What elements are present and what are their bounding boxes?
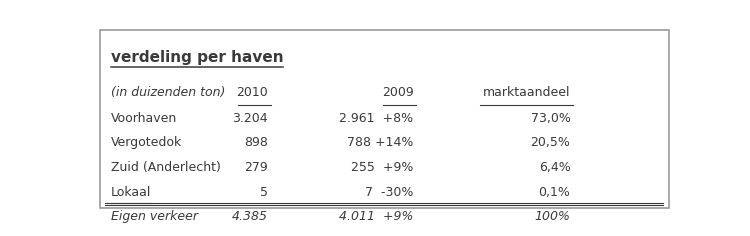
Text: 2.961  +8%: 2.961 +8%	[339, 112, 413, 125]
Text: 788 +14%: 788 +14%	[347, 136, 413, 149]
Text: 255  +9%: 255 +9%	[351, 161, 413, 174]
Text: marktaandeel: marktaandeel	[483, 86, 570, 99]
Text: (in duizenden ton): (in duizenden ton)	[111, 86, 226, 99]
Text: 100%: 100%	[535, 210, 570, 223]
Text: 3.204: 3.204	[232, 112, 268, 125]
FancyBboxPatch shape	[100, 30, 669, 208]
Text: Eigen verkeer: Eigen verkeer	[111, 210, 198, 223]
Text: 4.385: 4.385	[232, 210, 268, 223]
Text: Lokaal: Lokaal	[111, 185, 152, 198]
Text: verdeling per haven: verdeling per haven	[111, 50, 284, 65]
Text: 2010: 2010	[236, 86, 268, 99]
Text: Vergotedok: Vergotedok	[111, 136, 182, 149]
Text: 0,1%: 0,1%	[538, 185, 570, 198]
Text: Zuid (Anderlecht): Zuid (Anderlecht)	[111, 161, 221, 174]
Text: 5: 5	[260, 185, 268, 198]
Text: 6,4%: 6,4%	[538, 161, 570, 174]
Text: 73,0%: 73,0%	[530, 112, 570, 125]
Text: Voorhaven: Voorhaven	[111, 112, 178, 125]
Text: 898: 898	[244, 136, 268, 149]
Text: 4.011  +9%: 4.011 +9%	[339, 210, 413, 223]
Text: 279: 279	[244, 161, 268, 174]
Text: 20,5%: 20,5%	[530, 136, 570, 149]
Text: 7  -30%: 7 -30%	[365, 185, 413, 198]
Text: 2009: 2009	[382, 86, 413, 99]
